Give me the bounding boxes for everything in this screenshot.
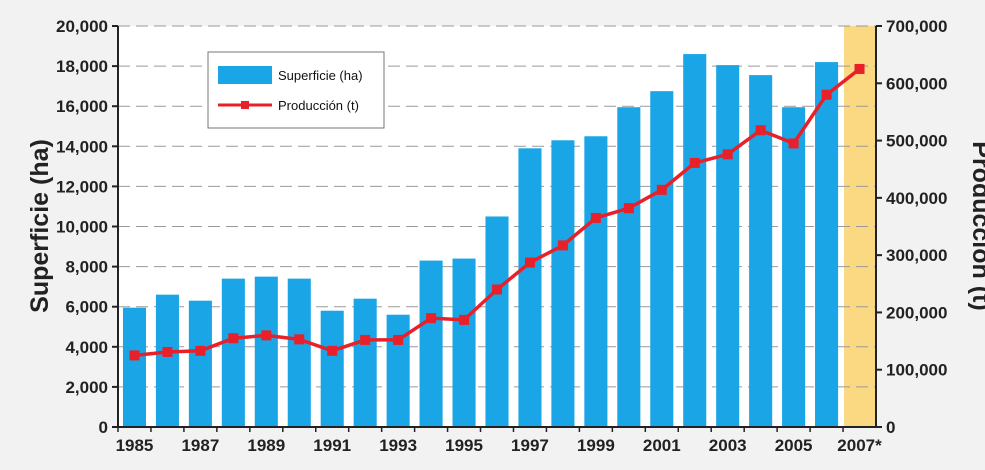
legend-box: [207, 51, 385, 129]
bar-superficie: [782, 107, 806, 427]
y-tick-label: 6,000: [65, 298, 108, 317]
bar-superficie: [749, 75, 773, 427]
y2-axis-ticks: 0 100,000 200,000 300,000 400,000 500,000 600,…: [876, 17, 947, 437]
y-tick-label: 8,000: [65, 258, 108, 277]
bar-superficie: [716, 65, 740, 427]
line-point-produccion: [162, 346, 173, 357]
line-point-produccion: [459, 314, 470, 325]
bar-superficie: [584, 136, 608, 427]
line-point-produccion: [228, 333, 239, 344]
bar-superficie: [419, 260, 443, 427]
bar-superficie: [155, 294, 179, 427]
x-tick-label: 2003: [709, 436, 747, 455]
line-point-produccion: [327, 345, 338, 356]
x-tick-label: 2005: [775, 436, 813, 455]
bar-superficie: [188, 300, 212, 427]
x-tick-label: 1991: [313, 436, 351, 455]
line-point-produccion: [261, 330, 272, 341]
line-point-produccion: [492, 284, 502, 295]
bar-superficie: [386, 314, 410, 427]
legend-label-produccion: Producción (t): [278, 98, 359, 113]
line-point-produccion: [788, 138, 799, 149]
bar-superficie: [122, 307, 147, 427]
bar-superficie: [452, 258, 476, 427]
y2-tick-label: 500,000: [886, 132, 947, 151]
x-axis-ticks: 1985 1987 1989 1991 1993 1995 1997 1999 2001 2003…: [116, 427, 882, 455]
bar-superficie: [683, 54, 707, 427]
bar-superficie: [485, 216, 509, 427]
bar-superficie: [287, 278, 311, 427]
x-tick-label: 1993: [379, 436, 417, 455]
y-tick-label: 2,000: [65, 378, 108, 397]
legend-swatch-marker: [241, 101, 249, 109]
y2-tick-label: 200,000: [886, 303, 947, 322]
x-tick-label: 2001: [643, 436, 681, 455]
y-tick-label: 16,000: [56, 97, 108, 116]
y-tick-label: 18,000: [56, 57, 108, 76]
line-point-produccion: [393, 334, 404, 345]
bar-superficie: [254, 276, 278, 427]
line-point-produccion: [524, 257, 535, 268]
bar-superficie: [617, 107, 641, 427]
bar-superficie: [650, 91, 674, 427]
bar-superficie: [815, 62, 839, 428]
line-point-produccion: [195, 345, 206, 356]
x-tick-label: 1997: [511, 436, 549, 455]
bars-superficie: [122, 54, 839, 428]
y2-tick-label: 300,000: [886, 246, 947, 265]
y-tick-label: 12,000: [56, 177, 108, 196]
x-tick-label: 1995: [445, 436, 483, 455]
y-tick-label: 0: [99, 418, 108, 437]
y-tick-label: 20,000: [56, 17, 108, 36]
legend: Superficie (ha) Producción (t): [207, 51, 385, 129]
x-tick-label: 1985: [116, 436, 154, 455]
line-point-produccion: [821, 89, 832, 100]
line-point-produccion: [360, 334, 371, 345]
bar-superficie: [353, 298, 377, 427]
y-axis-title: Superficie (ha): [26, 139, 54, 313]
line-point-produccion: [854, 63, 865, 74]
legend-label-superficie: Superficie (ha): [278, 68, 363, 83]
bar-superficie: [320, 310, 344, 427]
y2-tick-label: 600,000: [886, 74, 947, 93]
bar-superficie: [518, 148, 542, 427]
line-point-produccion: [426, 313, 437, 324]
y2-tick-label: 700,000: [886, 17, 947, 36]
y-axis-ticks: 0 2,000 4,000 6,000 8,000 10,000 12,000 14,000 1…: [56, 17, 118, 437]
line-point-produccion: [722, 149, 733, 160]
y-tick-label: 14,000: [56, 137, 108, 156]
bar-superficie: [551, 140, 575, 427]
line-point-produccion: [689, 157, 700, 168]
x-tick-label: 1999: [577, 436, 615, 455]
bar-superficie: [221, 278, 245, 427]
y2-tick-label: 400,000: [886, 189, 947, 208]
line-point-produccion: [755, 125, 766, 136]
line-point-produccion: [557, 240, 568, 251]
line-point-produccion: [623, 203, 634, 214]
line-point-produccion: [590, 212, 601, 223]
y-tick-label: 4,000: [65, 338, 108, 357]
line-point-produccion: [129, 350, 140, 361]
y2-axis-title: Producción (t): [967, 141, 985, 310]
x-tick-label: 1989: [247, 436, 285, 455]
y2-tick-label: 100,000: [886, 361, 947, 380]
line-point-produccion: [656, 184, 667, 195]
x-tick-label: 1987: [181, 436, 219, 455]
x-tick-label: 2007*: [837, 436, 882, 455]
y2-tick-label: 0: [886, 418, 895, 437]
y-tick-label: 10,000: [56, 218, 108, 237]
legend-swatch-bar: [218, 66, 272, 84]
line-point-produccion: [294, 334, 305, 345]
line-produccion: [129, 63, 865, 361]
